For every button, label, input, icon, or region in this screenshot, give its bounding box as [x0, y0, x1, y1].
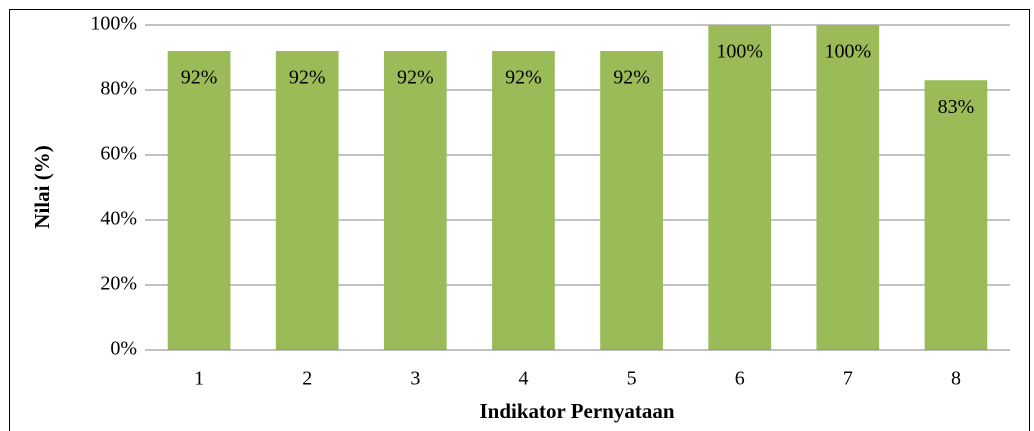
x-tick-label: 5	[627, 368, 637, 390]
x-tick-label: 3	[410, 368, 420, 390]
data-label: 92%	[505, 67, 542, 89]
data-label: 100%	[716, 41, 763, 63]
data-label: 92%	[289, 67, 326, 89]
bar	[167, 51, 231, 350]
chart-frame	[9, 9, 1030, 431]
x-tick-label: 2	[302, 368, 312, 390]
bar	[600, 51, 663, 350]
y-tick-label: 40%	[100, 208, 137, 230]
y-tick-label: 0%	[110, 338, 137, 360]
data-label: 92%	[613, 67, 650, 89]
bar	[816, 25, 880, 350]
bar	[708, 25, 772, 350]
x-tick-label: 6	[735, 368, 745, 390]
x-tick-label: 8	[951, 368, 961, 390]
y-tick-label: 100%	[90, 13, 137, 35]
bar	[924, 80, 988, 350]
bar	[492, 51, 555, 350]
data-label: 83%	[938, 96, 975, 118]
x-tick-label: 4	[518, 368, 528, 390]
y-tick-label: 20%	[100, 273, 137, 295]
data-label: 100%	[824, 41, 871, 63]
y-tick-label: 60%	[100, 143, 137, 165]
y-tick-label: 80%	[100, 78, 137, 100]
data-label: 92%	[181, 67, 218, 89]
y-axis-title: Nilai (%)	[30, 145, 54, 228]
bar	[275, 51, 339, 350]
x-tick-label: 7	[843, 368, 853, 390]
bar	[383, 51, 447, 350]
data-label: 92%	[397, 67, 434, 89]
x-tick-label: 1	[194, 368, 204, 390]
x-axis-title: Indikator Pernyataan	[479, 399, 674, 423]
